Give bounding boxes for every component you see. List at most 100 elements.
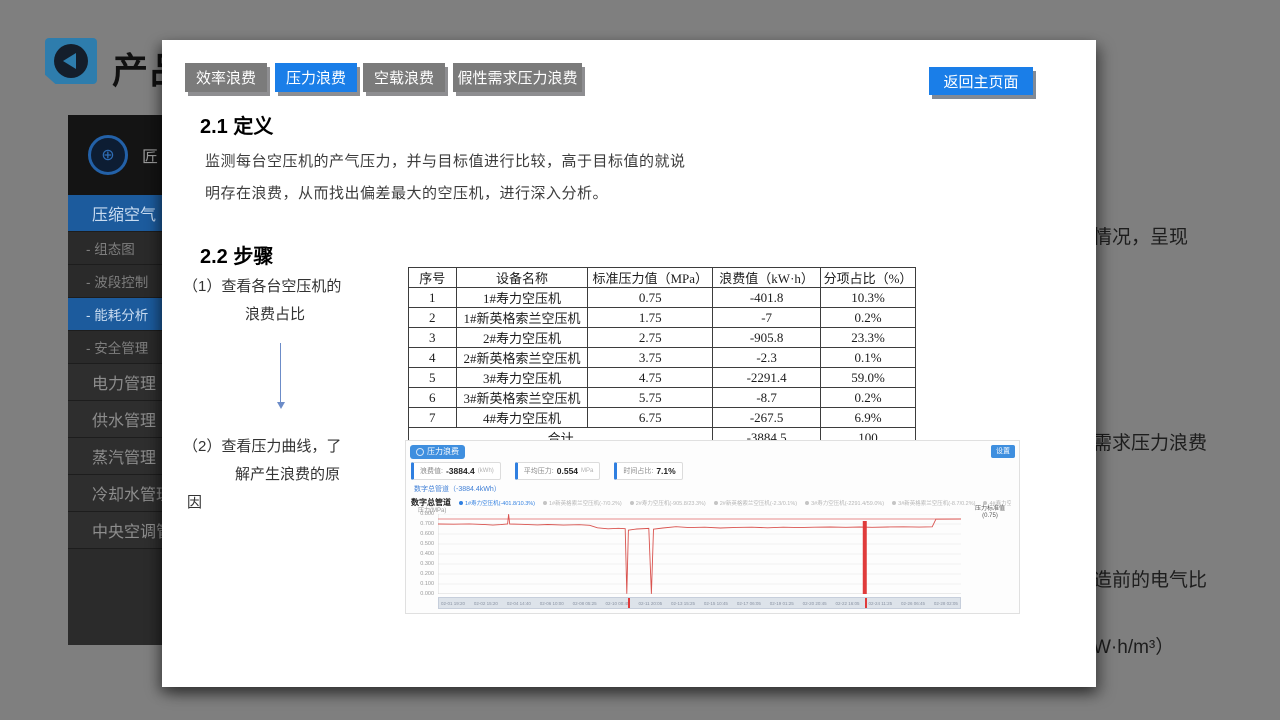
table-cell: 4#寿力空压机 [455,407,589,428]
legend-dot-icon [983,500,988,505]
legend-item[interactable]: 2#新英格索兰空压机(-2.3/0.1%) [713,499,797,507]
x-axis-tick: 02-04 14:40 [506,600,531,606]
pipeline-total-link[interactable]: 数字总管道（-3884.4kWh） [414,486,501,493]
y-axis-tick: 0.300 [420,561,434,567]
x-axis-tick: 02-17 06:05 [736,600,761,606]
section-heading-definition: 2.1 定义 [200,116,274,138]
table-row: 1 1#寿力空压机 0.75 -401.8 10.3% [408,287,916,308]
table-cell: 1#新英格索兰空压机 [455,307,589,328]
tab-3[interactable]: 空载浪费 [363,63,445,92]
step1-text-line1: （1）查看各台空压机的 [183,278,342,295]
table-cell: 6.9% [820,407,916,428]
slider-event-mark [627,598,630,608]
background-text-fragment: 需求压力浪费 [1093,433,1208,454]
time-range-slider[interactable]: 02-01 19:20 02-02 15:20 02-04 14:40 02-06 1… [438,597,961,609]
step2-text-line2: 解产生浪费的原 [235,466,341,483]
table-row: 7 4#寿力空压机 6.75 -267.5 6.9% [408,407,916,428]
legend-dot-icon [459,500,463,505]
legend-item[interactable]: 4#寿力空压机(-267.5/6.9%) [983,499,1011,507]
table-cell: 1#寿力空压机 [455,287,589,308]
table-cell: 2#寿力空压机 [455,327,589,348]
back-arrow-icon [54,44,88,78]
tab-1[interactable]: 效率浪费 [185,63,267,92]
step2-text-line3: 因 [187,494,203,511]
stat-box: 平均压力: 0.554 MPa [514,462,601,480]
y-axis-label: 压力(MPa) [418,508,447,514]
table-cell: -401.8 [712,287,821,308]
tab-4[interactable]: 假性需求压力浪费 [453,63,582,92]
table-row: 3 2#寿力空压机 2.75 -905.8 23.3% [408,327,916,348]
x-axis-tick: 02-11 20:05 [638,600,663,606]
y-axis-tick: 0.000 [420,591,434,597]
background-text-fragment: 造前的电气比 [1093,570,1208,591]
x-axis-tick: 02-20 20:45 [802,600,827,606]
y-axis-tick: 0.600 [420,531,434,537]
target-line-label: 压力标准值 (0.75) [974,506,1005,519]
table-cell: 0.2% [820,307,916,328]
table-cell: 6.75 [587,407,714,428]
table-cell: 1.75 [587,307,714,328]
definition-text-line1: 监测每台空压机的产气压力，并与目标值进行比较，高于目标值的就说 [205,153,686,170]
table-header: 标准压力值（MPa） [587,267,714,288]
x-axis-tick: 02-28 02:05 [933,600,958,606]
x-axis-tick: 02-13 15:25 [671,600,696,606]
stat-box: 浪费值: -3884.4 (kWh) [411,462,501,480]
table-cell: 7 [408,407,457,428]
table-cell: 3.75 [587,347,714,368]
x-axis-tick: 02-15 10:45 [703,600,728,606]
pressure-curve-screenshot: 压力浪费 设置 浪费值: -3884.4 (kWh) 平均压力: 0.554 MPa 时间占… [405,440,1020,614]
app-logo-text: 匠 [142,149,159,166]
link-icon [416,448,424,456]
legend-item[interactable]: 1#新英格索兰空压机(-7/0.2%) [543,499,622,507]
back-button[interactable] [45,38,97,84]
table-row: 6 3#新英格索兰空压机 5.75 -8.7 0.2% [408,387,916,408]
y-axis-tick: 0.500 [420,541,434,547]
legend-title: 数字总管道 [411,498,451,507]
legend-item[interactable]: 2#寿力空压机(-905.8/23.3%) [629,499,706,507]
legend-dot-icon [892,500,897,505]
legend-item[interactable]: 3#新英格索兰空压机(-8.7/0.2%) [892,499,975,507]
table-cell: -2.3 [712,347,821,368]
table-cell: -905.8 [712,327,821,348]
return-main-button[interactable]: 返回主页面 [929,67,1033,95]
y-axis-tick: 0.200 [420,571,434,577]
tab-2[interactable]: 压力浪费 [275,63,357,92]
legend-dot-icon [805,500,810,505]
table-cell: 59.0% [820,367,916,388]
y-axis-tick: 0.800 [420,511,434,517]
x-axis-tick: 02-08 05:25 [572,600,597,606]
table-cell: 3#新英格索兰空压机 [455,387,589,408]
definition-text-line2: 明存在浪费，从而找出偏差最大的空压机，进行深入分析。 [205,185,609,202]
x-axis-tick: 02-22 16:05 [835,600,860,606]
table-cell: 2#新英格索兰空压机 [455,347,589,368]
table-row: 5 3#寿力空压机 4.75 -2291.4 59.0% [408,367,916,388]
table-cell: 0.1% [820,347,916,368]
section-heading-steps: 2.2 步骤 [200,246,274,268]
y-axis-tick: 0.100 [420,581,434,587]
x-axis-tick: 02-06 10:00 [539,600,564,606]
table-cell: 10.3% [820,287,916,308]
table-cell: -7 [712,307,821,328]
table-cell: 0.2% [820,387,916,408]
table-row: 4 2#新英格索兰空压机 3.75 -2.3 0.1% [408,347,916,368]
legend-dot-icon [543,500,547,505]
legend-item[interactable]: 3#寿力空压机(-2291.4/59.0%) [805,499,884,507]
chart-settings-button[interactable]: 设置 [991,445,1015,458]
table-header: 设备名称 [455,267,589,288]
legend-item[interactable]: 1#寿力空压机(-401.8/10.3%) [459,499,535,507]
step1-text-line2: 浪费占比 [245,306,306,323]
table-cell: 4.75 [587,367,714,388]
table-header: 序号 [408,267,457,288]
y-axis-tick: 0.700 [420,521,434,527]
table-header: 分项占比（%） [820,267,916,288]
background-text-fragment: W·h/m³） [1093,637,1175,658]
step2-text-line1: （2）查看压力曲线，了 [183,438,342,455]
chart-title-button[interactable]: 压力浪费 [410,445,465,459]
table-cell: -2291.4 [712,367,821,388]
table-cell: 2.75 [587,327,714,348]
table-cell: 2 [408,307,457,328]
x-axis-tick: 02-01 19:20 [441,600,466,606]
stat-box: 时间占比: 7.1% [614,462,683,480]
table-cell: 5.75 [587,387,714,408]
